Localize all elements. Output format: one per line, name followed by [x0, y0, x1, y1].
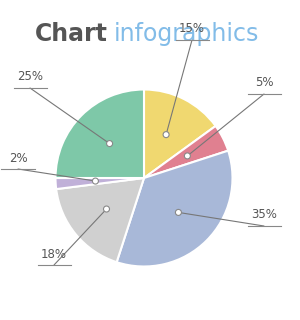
Text: 5%: 5% — [255, 76, 273, 90]
Wedge shape — [56, 178, 144, 262]
Text: 35%: 35% — [251, 209, 277, 221]
Wedge shape — [56, 90, 144, 178]
Circle shape — [103, 206, 109, 212]
Circle shape — [163, 132, 169, 138]
Wedge shape — [144, 126, 228, 178]
Circle shape — [92, 178, 98, 184]
Text: infographics: infographics — [114, 22, 260, 46]
Text: 15%: 15% — [179, 22, 205, 36]
Text: 25%: 25% — [17, 70, 43, 84]
Wedge shape — [144, 90, 216, 178]
Text: Chart: Chart — [35, 22, 108, 46]
Wedge shape — [117, 151, 232, 267]
Wedge shape — [56, 178, 144, 189]
Text: 18%: 18% — [41, 247, 67, 260]
Text: 2%: 2% — [9, 151, 27, 164]
Circle shape — [106, 140, 112, 147]
Circle shape — [176, 209, 182, 215]
Circle shape — [184, 153, 190, 159]
